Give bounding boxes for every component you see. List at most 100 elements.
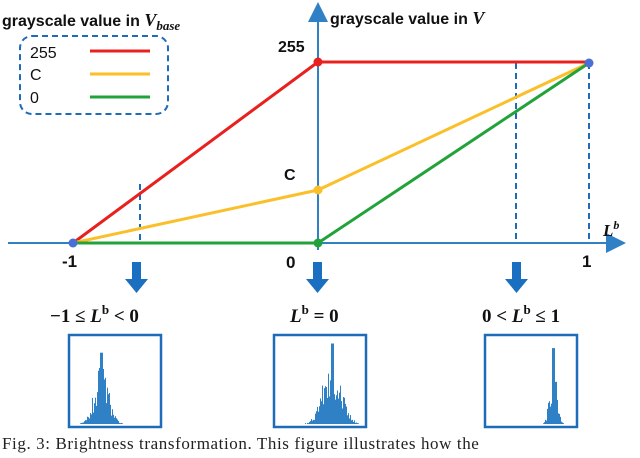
histogram-bar (340, 385, 341, 424)
histogram-bar (323, 404, 324, 424)
histogram-bar (342, 408, 343, 424)
histogram-bar (113, 414, 114, 424)
legend-label-c: C (30, 67, 42, 84)
histogram-bar (328, 373, 329, 424)
histogram-bar (87, 416, 88, 424)
histogram-bar (83, 422, 84, 424)
histogram-bar (563, 423, 564, 424)
histogram-bar (559, 413, 560, 424)
histogram-bar (332, 343, 333, 424)
histogram-bar (346, 406, 347, 424)
histogram-bar (324, 388, 325, 424)
histogram-bar (354, 420, 355, 424)
legend-box (19, 35, 169, 115)
histogram-bar (329, 396, 330, 424)
histogram-bar (311, 419, 312, 424)
histogram-bar (553, 348, 554, 424)
condition-middle: Lb = 0 (289, 302, 339, 327)
histogram-bar (348, 413, 349, 424)
histogram-bar (547, 408, 548, 424)
histogram-bar (351, 420, 352, 424)
histogram-bar (119, 422, 120, 424)
down-arrow-left (125, 262, 148, 293)
histogram-bar (555, 382, 556, 424)
histogram-bar (316, 411, 317, 424)
histogram-bar (307, 422, 308, 424)
histogram-bar (105, 377, 106, 424)
histogram-bar (334, 394, 335, 424)
histogram-bar (103, 368, 104, 424)
histogram-right (483, 333, 579, 429)
histogram-bar (116, 418, 117, 424)
histogram-bar (91, 414, 92, 424)
tick-label-one: 1 (582, 252, 591, 271)
histogram-bar (347, 415, 348, 424)
histogram-bar (318, 411, 319, 424)
histogram-bar (545, 419, 546, 424)
histogram-middle-bars (305, 343, 359, 424)
histogram-bar (317, 406, 318, 424)
histogram-bar (356, 422, 357, 424)
histogram-bar (109, 392, 110, 424)
legend-label-255: 255 (30, 45, 57, 62)
histogram-bar (319, 406, 320, 424)
histogram-bar (314, 419, 315, 424)
line-c-right (317, 61, 590, 192)
histogram-bar (88, 417, 89, 424)
histogram-bar (315, 413, 316, 424)
histogram-bar (93, 412, 94, 424)
histogram-bar (358, 423, 359, 424)
histogram-bar (557, 399, 558, 424)
histogram-bar (543, 423, 544, 424)
histogram-bar (546, 420, 547, 424)
histogram-bar (343, 397, 344, 424)
histogram-bar (106, 403, 107, 424)
legend: 255 C 0 (19, 35, 169, 115)
histogram-bar (333, 343, 334, 424)
histogram-bar (337, 390, 338, 424)
histogram-bar (335, 399, 336, 424)
histogram-bar (349, 418, 350, 424)
histogram-bar (544, 422, 545, 424)
histogram-bar (338, 398, 339, 424)
histogram-bar (89, 418, 90, 424)
histogram-bar (345, 403, 346, 424)
tick-label-255: 255 (278, 39, 305, 56)
histogram-bar (350, 415, 351, 424)
histogram-bar (110, 404, 111, 424)
down-arrow-middle (306, 262, 329, 293)
histogram-bar (84, 421, 85, 424)
histogram-bar (330, 380, 331, 424)
histogram-bar (331, 343, 332, 424)
histogram-bar (310, 421, 311, 424)
histogram-bar (86, 420, 87, 424)
histogram-bar (99, 367, 100, 424)
histogram-bar (550, 406, 551, 424)
histogram-bar (309, 421, 310, 424)
histogram-bar (353, 421, 354, 424)
title-right: grayscale value in V (330, 8, 486, 28)
histogram-bar (562, 422, 563, 424)
histogram-bar (352, 419, 353, 424)
histogram-bar (108, 394, 109, 424)
histogram-bar (321, 401, 322, 424)
histogram-bar (102, 352, 103, 424)
histogram-bar (121, 422, 122, 424)
histogram-bar (115, 416, 116, 424)
histogram-bar (122, 423, 123, 424)
histogram-bar (561, 421, 562, 424)
histogram-bar (92, 397, 93, 424)
histogram-bar (355, 422, 356, 424)
down-arrow-right (505, 262, 528, 293)
histogram-bar (341, 401, 342, 424)
histogram-bar (320, 398, 321, 424)
histogram-bar (549, 401, 550, 424)
histogram-bar (325, 386, 326, 424)
histogram-bar (322, 385, 323, 424)
line-255-left (72, 60, 319, 245)
tick-label-zero: 0 (286, 253, 295, 272)
histogram-bar (339, 392, 340, 424)
histogram-bar (114, 417, 115, 424)
histogram-bar (117, 419, 118, 424)
